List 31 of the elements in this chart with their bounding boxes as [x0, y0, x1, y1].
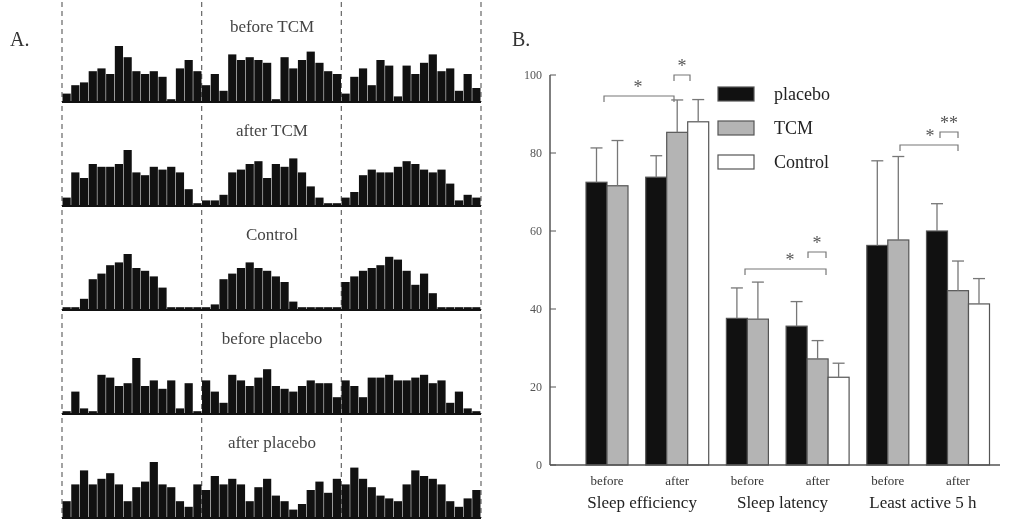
annotation: *: [925, 126, 935, 146]
annotation: *: [633, 77, 643, 97]
text: Sleep latency: [736, 493, 829, 512]
annotation: **: [940, 113, 958, 133]
chart-title: before TCM: [229, 17, 315, 36]
chart-title: Control: [246, 225, 299, 244]
x-tick-label: before: [871, 473, 905, 488]
chart-title: after TCM: [236, 121, 308, 140]
y-tick-label: 40: [530, 302, 542, 316]
y-tick-label: 60: [530, 224, 542, 238]
y-tick-label: 20: [530, 380, 542, 394]
x-tick-label: after: [805, 473, 831, 488]
text: A.: [10, 28, 30, 50]
text: Least active 5 h: [869, 493, 977, 512]
y-tick-label: 100: [524, 68, 542, 82]
annotation: *: [812, 233, 822, 253]
legend-label: placebo: [774, 84, 830, 104]
x-tick-label: after: [946, 473, 971, 488]
x-tick-label: before: [590, 473, 624, 488]
text: B.: [512, 28, 531, 50]
legend-label: TCM: [774, 118, 814, 138]
x-tick-label: before: [730, 473, 765, 488]
annotation: *: [785, 250, 795, 270]
y-tick-label: 80: [530, 146, 542, 160]
chart-title: before placebo: [221, 329, 323, 348]
chart-title: after placebo: [227, 433, 317, 452]
x-tick-label: after: [665, 473, 690, 488]
y-tick-label: 0: [536, 458, 542, 472]
legend-label: Control: [774, 152, 830, 172]
annotation: *: [677, 56, 687, 76]
text: Sleep efficiency: [587, 493, 698, 512]
